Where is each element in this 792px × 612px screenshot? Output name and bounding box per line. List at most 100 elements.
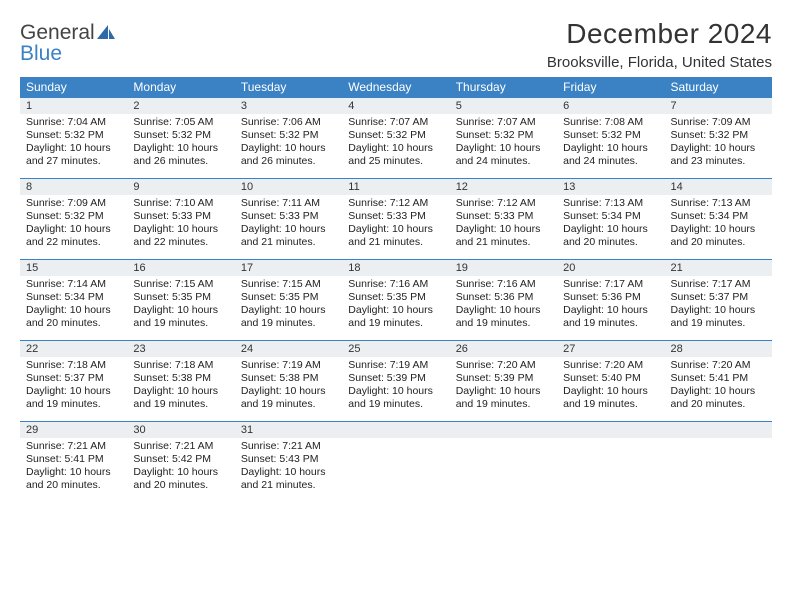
sunrise-text: Sunrise: 7:13 AM: [671, 197, 766, 210]
day-number: 14: [665, 179, 772, 195]
header: General Blue December 2024 Brooksville, …: [20, 18, 772, 71]
day-number: 22: [20, 341, 127, 357]
sunrise-text: Sunrise: 7:12 AM: [348, 197, 443, 210]
daylight-text-1: Daylight: 10 hours: [133, 223, 228, 236]
daylight-text-1: Daylight: 10 hours: [241, 142, 336, 155]
sunset-text: Sunset: 5:33 PM: [348, 210, 443, 223]
day-cell: Sunrise: 7:13 AMSunset: 5:34 PMDaylight:…: [557, 195, 664, 256]
day-number: 12: [450, 179, 557, 195]
day-cell: Sunrise: 7:21 AMSunset: 5:42 PMDaylight:…: [127, 438, 234, 499]
daylight-text-1: Daylight: 10 hours: [133, 304, 228, 317]
sunset-text: Sunset: 5:33 PM: [456, 210, 551, 223]
sunrise-text: Sunrise: 7:09 AM: [26, 197, 121, 210]
daylight-text-1: Daylight: 10 hours: [671, 385, 766, 398]
daylight-text-2: and 25 minutes.: [348, 155, 443, 168]
sunset-text: Sunset: 5:35 PM: [133, 291, 228, 304]
sunset-text: Sunset: 5:43 PM: [241, 453, 336, 466]
content-row: Sunrise: 7:14 AMSunset: 5:34 PMDaylight:…: [20, 276, 772, 337]
daylight-text-1: Daylight: 10 hours: [563, 304, 658, 317]
sunrise-text: Sunrise: 7:20 AM: [563, 359, 658, 372]
dayhead-sun: Sunday: [20, 77, 127, 98]
dayhead-wed: Wednesday: [342, 77, 449, 98]
month-title: December 2024: [547, 18, 772, 50]
daylight-text-2: and 19 minutes.: [241, 317, 336, 330]
sunrise-text: Sunrise: 7:10 AM: [133, 197, 228, 210]
day-cell: Sunrise: 7:21 AMSunset: 5:41 PMDaylight:…: [20, 438, 127, 499]
sunset-text: Sunset: 5:35 PM: [241, 291, 336, 304]
day-number: 25: [342, 341, 449, 357]
day-cell: Sunrise: 7:19 AMSunset: 5:39 PMDaylight:…: [342, 357, 449, 418]
day-number: 29: [20, 422, 127, 438]
sunset-text: Sunset: 5:40 PM: [563, 372, 658, 385]
daylight-text-1: Daylight: 10 hours: [456, 385, 551, 398]
dayhead-thu: Thursday: [450, 77, 557, 98]
day-number: 6: [557, 98, 664, 114]
content-row: Sunrise: 7:18 AMSunset: 5:37 PMDaylight:…: [20, 357, 772, 418]
sunset-text: Sunset: 5:41 PM: [671, 372, 766, 385]
day-cell: [342, 438, 449, 499]
sunset-text: Sunset: 5:34 PM: [671, 210, 766, 223]
daylight-text-2: and 20 minutes.: [26, 317, 121, 330]
sunrise-text: Sunrise: 7:21 AM: [241, 440, 336, 453]
sunrise-text: Sunrise: 7:13 AM: [563, 197, 658, 210]
daylight-text-1: Daylight: 10 hours: [456, 223, 551, 236]
daylight-text-2: and 21 minutes.: [241, 236, 336, 249]
daylight-text-2: and 19 minutes.: [348, 398, 443, 411]
title-block: December 2024 Brooksville, Florida, Unit…: [547, 18, 772, 71]
day-number: 4: [342, 98, 449, 114]
daynum-row: 293031: [20, 422, 772, 438]
daylight-text-1: Daylight: 10 hours: [671, 304, 766, 317]
content-row: Sunrise: 7:09 AMSunset: 5:32 PMDaylight:…: [20, 195, 772, 256]
daylight-text-1: Daylight: 10 hours: [26, 223, 121, 236]
daylight-text-2: and 21 minutes.: [348, 236, 443, 249]
daylight-text-1: Daylight: 10 hours: [671, 142, 766, 155]
sunset-text: Sunset: 5:32 PM: [26, 129, 121, 142]
day-number: 27: [557, 341, 664, 357]
daynum-row: 891011121314: [20, 179, 772, 195]
daylight-text-2: and 19 minutes.: [671, 317, 766, 330]
daynum-row: 22232425262728: [20, 341, 772, 357]
day-number: 11: [342, 179, 449, 195]
daylight-text-1: Daylight: 10 hours: [348, 385, 443, 398]
daylight-text-1: Daylight: 10 hours: [563, 142, 658, 155]
day-number: 26: [450, 341, 557, 357]
day-number: [450, 422, 557, 438]
sunrise-text: Sunrise: 7:05 AM: [133, 116, 228, 129]
logo: General Blue: [20, 18, 115, 64]
daylight-text-2: and 19 minutes.: [133, 317, 228, 330]
day-number: 2: [127, 98, 234, 114]
sunrise-text: Sunrise: 7:17 AM: [671, 278, 766, 291]
day-cell: Sunrise: 7:12 AMSunset: 5:33 PMDaylight:…: [342, 195, 449, 256]
day-number: 28: [665, 341, 772, 357]
daylight-text-2: and 19 minutes.: [133, 398, 228, 411]
sunset-text: Sunset: 5:33 PM: [241, 210, 336, 223]
daylight-text-1: Daylight: 10 hours: [26, 304, 121, 317]
day-number: 18: [342, 260, 449, 276]
sunrise-text: Sunrise: 7:16 AM: [348, 278, 443, 291]
daylight-text-1: Daylight: 10 hours: [26, 142, 121, 155]
sunrise-text: Sunrise: 7:17 AM: [563, 278, 658, 291]
location: Brooksville, Florida, United States: [547, 54, 772, 71]
sunrise-text: Sunrise: 7:20 AM: [671, 359, 766, 372]
day-cell: Sunrise: 7:07 AMSunset: 5:32 PMDaylight:…: [342, 114, 449, 175]
day-cell: Sunrise: 7:05 AMSunset: 5:32 PMDaylight:…: [127, 114, 234, 175]
day-cell: Sunrise: 7:08 AMSunset: 5:32 PMDaylight:…: [557, 114, 664, 175]
day-cell: Sunrise: 7:09 AMSunset: 5:32 PMDaylight:…: [20, 195, 127, 256]
daylight-text-1: Daylight: 10 hours: [133, 466, 228, 479]
calendar-table: Sunday Monday Tuesday Wednesday Thursday…: [20, 77, 772, 499]
day-number: 15: [20, 260, 127, 276]
daylight-text-2: and 26 minutes.: [133, 155, 228, 168]
day-cell: Sunrise: 7:19 AMSunset: 5:38 PMDaylight:…: [235, 357, 342, 418]
daylight-text-2: and 19 minutes.: [563, 317, 658, 330]
daylight-text-1: Daylight: 10 hours: [133, 142, 228, 155]
sunset-text: Sunset: 5:32 PM: [133, 129, 228, 142]
daylight-text-2: and 23 minutes.: [671, 155, 766, 168]
day-number: 10: [235, 179, 342, 195]
sunset-text: Sunset: 5:34 PM: [26, 291, 121, 304]
daylight-text-1: Daylight: 10 hours: [26, 466, 121, 479]
day-number: [557, 422, 664, 438]
sunset-text: Sunset: 5:32 PM: [456, 129, 551, 142]
daylight-text-2: and 20 minutes.: [671, 398, 766, 411]
daylight-text-2: and 22 minutes.: [133, 236, 228, 249]
day-number: 16: [127, 260, 234, 276]
